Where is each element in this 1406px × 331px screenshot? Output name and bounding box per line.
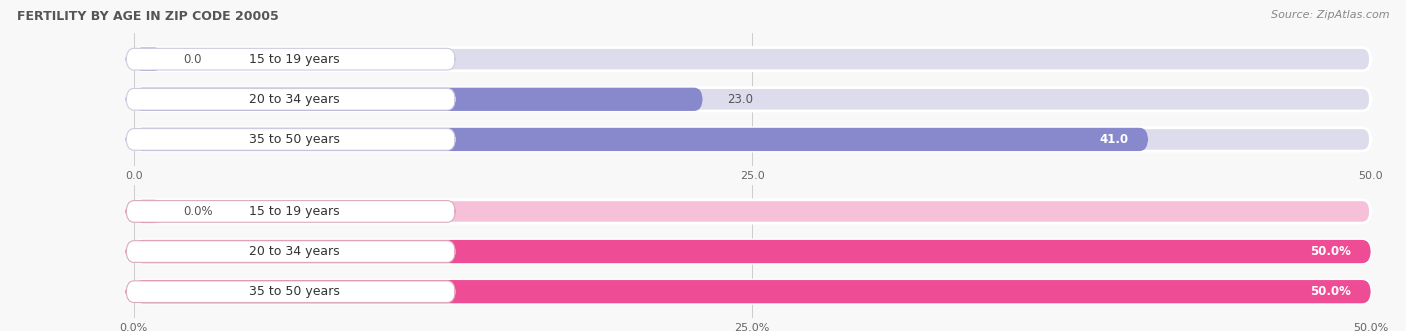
Text: 23.0: 23.0 [727, 93, 754, 106]
FancyBboxPatch shape [127, 128, 456, 150]
FancyBboxPatch shape [134, 280, 1371, 303]
Text: Source: ZipAtlas.com: Source: ZipAtlas.com [1271, 10, 1389, 20]
FancyBboxPatch shape [134, 88, 1371, 111]
Text: FERTILITY BY AGE IN ZIP CODE 20005: FERTILITY BY AGE IN ZIP CODE 20005 [17, 10, 278, 23]
FancyBboxPatch shape [127, 281, 456, 303]
Text: 50.0%: 50.0% [1310, 285, 1351, 298]
Text: 20 to 34 years: 20 to 34 years [249, 245, 340, 258]
FancyBboxPatch shape [134, 280, 1371, 303]
Text: 41.0: 41.0 [1099, 133, 1129, 146]
FancyBboxPatch shape [134, 240, 1371, 263]
FancyBboxPatch shape [127, 201, 456, 222]
Text: 35 to 50 years: 35 to 50 years [249, 285, 340, 298]
FancyBboxPatch shape [134, 200, 163, 223]
FancyBboxPatch shape [134, 200, 1371, 223]
Text: 0.0%: 0.0% [183, 205, 212, 218]
FancyBboxPatch shape [127, 241, 456, 262]
Text: 50.0%: 50.0% [1310, 245, 1351, 258]
FancyBboxPatch shape [134, 240, 1371, 263]
Text: 15 to 19 years: 15 to 19 years [249, 53, 340, 66]
Text: 15 to 19 years: 15 to 19 years [249, 205, 340, 218]
FancyBboxPatch shape [134, 88, 703, 111]
FancyBboxPatch shape [134, 48, 1371, 71]
Text: 20 to 34 years: 20 to 34 years [249, 93, 340, 106]
Text: 35 to 50 years: 35 to 50 years [249, 133, 340, 146]
FancyBboxPatch shape [134, 128, 1149, 151]
FancyBboxPatch shape [127, 48, 456, 70]
FancyBboxPatch shape [134, 48, 163, 71]
Text: 0.0: 0.0 [183, 53, 201, 66]
FancyBboxPatch shape [134, 128, 1371, 151]
FancyBboxPatch shape [127, 88, 456, 110]
